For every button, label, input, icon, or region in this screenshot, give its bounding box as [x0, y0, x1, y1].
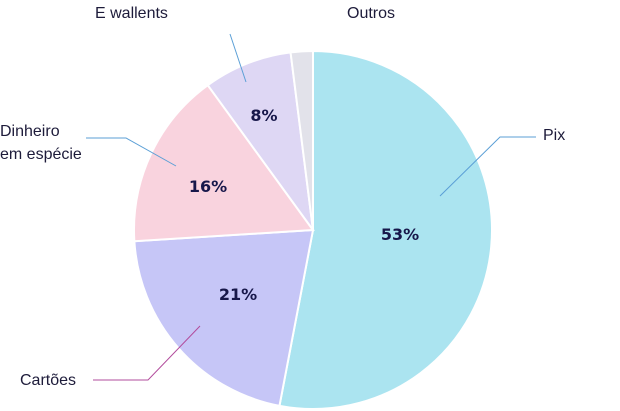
label-dinheiro-line1: Dinheiro — [0, 123, 60, 140]
leader-lines — [86, 33, 536, 381]
label-ewallets: E wallents — [95, 5, 168, 22]
label-cartoes: Cartões — [20, 372, 76, 389]
leader-line-ewallets — [229, 33, 247, 83]
pie-slice-dinheiro — [133, 83, 315, 243]
pie-slice-ewallets — [206, 51, 314, 231]
pie-slice-pix — [278, 49, 493, 410]
label-outros: Outros — [347, 5, 395, 22]
leader-line-pix — [439, 136, 536, 197]
pie-slice-outros — [289, 49, 314, 231]
label-pix: Pix — [543, 127, 565, 144]
label-dinheiro-line2: em espécie — [0, 146, 82, 163]
leader-line-dinheiro — [86, 137, 177, 167]
slice-dinheiro-percent: 16% — [189, 177, 227, 196]
slice-cartoes-percent: 21% — [219, 285, 257, 304]
pie-slices — [133, 49, 493, 410]
slice-pix-percent: 53% — [381, 225, 419, 244]
slice-ewallets-percent: 8% — [250, 106, 277, 125]
leader-line-cartoes — [93, 325, 201, 381]
